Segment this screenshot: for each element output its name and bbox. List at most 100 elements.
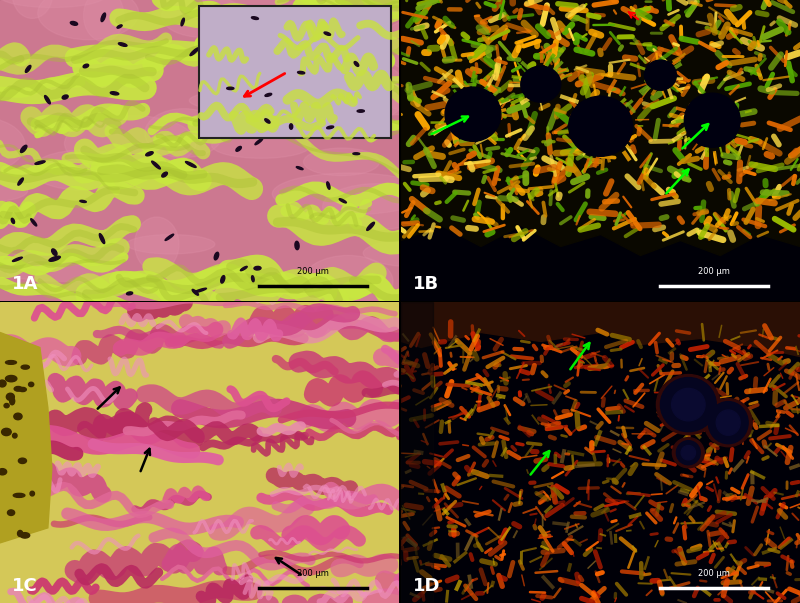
Ellipse shape [162, 172, 167, 177]
Ellipse shape [357, 110, 364, 112]
Ellipse shape [0, 344, 20, 368]
Ellipse shape [363, 239, 483, 267]
Ellipse shape [379, 15, 494, 75]
Ellipse shape [4, 403, 9, 408]
Ellipse shape [298, 71, 305, 74]
Ellipse shape [7, 510, 14, 516]
Ellipse shape [83, 0, 124, 42]
Ellipse shape [190, 90, 310, 112]
Ellipse shape [101, 13, 106, 22]
Text: 1C: 1C [12, 577, 38, 595]
Ellipse shape [26, 65, 31, 72]
Ellipse shape [6, 376, 17, 382]
Ellipse shape [21, 145, 27, 153]
Ellipse shape [12, 0, 53, 19]
Ellipse shape [145, 109, 223, 157]
Ellipse shape [181, 18, 184, 26]
Ellipse shape [14, 493, 25, 497]
Ellipse shape [70, 22, 78, 25]
Ellipse shape [62, 95, 68, 99]
Ellipse shape [83, 64, 89, 68]
Ellipse shape [657, 374, 720, 435]
Ellipse shape [324, 32, 330, 36]
Ellipse shape [118, 43, 127, 46]
Ellipse shape [353, 153, 360, 154]
Ellipse shape [350, 65, 406, 118]
Ellipse shape [251, 276, 254, 282]
Ellipse shape [30, 219, 37, 226]
Ellipse shape [14, 413, 22, 420]
Ellipse shape [0, 180, 28, 202]
Ellipse shape [241, 267, 247, 271]
Ellipse shape [38, 0, 138, 40]
Ellipse shape [681, 446, 695, 460]
Ellipse shape [672, 438, 704, 468]
Polygon shape [401, 0, 800, 256]
Ellipse shape [254, 267, 261, 270]
Ellipse shape [152, 161, 160, 169]
Ellipse shape [49, 256, 60, 261]
Ellipse shape [358, 0, 466, 16]
Ellipse shape [521, 66, 561, 102]
Ellipse shape [339, 199, 346, 203]
Ellipse shape [0, 380, 6, 387]
Ellipse shape [326, 182, 330, 189]
Ellipse shape [127, 235, 215, 254]
Ellipse shape [18, 458, 26, 464]
Ellipse shape [303, 256, 393, 307]
Ellipse shape [20, 532, 30, 538]
Ellipse shape [661, 377, 716, 432]
Text: 200 μm: 200 μm [698, 569, 730, 578]
Ellipse shape [67, 318, 206, 340]
Ellipse shape [32, 150, 132, 190]
Ellipse shape [354, 62, 358, 66]
Text: 1D: 1D [413, 577, 441, 595]
Ellipse shape [146, 152, 153, 156]
Ellipse shape [221, 276, 225, 283]
Ellipse shape [192, 289, 198, 295]
Ellipse shape [211, 132, 311, 159]
Ellipse shape [11, 218, 14, 224]
Ellipse shape [290, 124, 293, 129]
Ellipse shape [6, 264, 120, 282]
Ellipse shape [165, 234, 174, 241]
Ellipse shape [80, 200, 86, 203]
Ellipse shape [0, 117, 25, 173]
Ellipse shape [18, 178, 23, 185]
Ellipse shape [45, 95, 50, 104]
Ellipse shape [193, 0, 326, 20]
Ellipse shape [255, 139, 262, 145]
Ellipse shape [6, 361, 17, 364]
Ellipse shape [326, 126, 334, 129]
Ellipse shape [13, 257, 22, 262]
Ellipse shape [194, 288, 206, 292]
Text: 1A: 1A [12, 274, 38, 292]
Ellipse shape [569, 96, 633, 156]
Polygon shape [0, 332, 52, 543]
Ellipse shape [265, 119, 270, 123]
Ellipse shape [117, 25, 122, 28]
Ellipse shape [0, 469, 6, 475]
Text: 1B: 1B [413, 274, 439, 292]
Ellipse shape [190, 48, 198, 55]
Ellipse shape [265, 93, 272, 96]
Ellipse shape [329, 83, 438, 115]
Ellipse shape [126, 292, 133, 295]
Ellipse shape [226, 87, 234, 90]
Bar [401, 302, 433, 603]
Ellipse shape [10, 397, 14, 405]
Ellipse shape [52, 249, 57, 256]
Ellipse shape [13, 434, 17, 438]
Ellipse shape [295, 241, 299, 250]
Ellipse shape [18, 531, 22, 537]
Ellipse shape [214, 252, 218, 260]
Ellipse shape [6, 393, 14, 400]
Ellipse shape [708, 402, 748, 444]
Ellipse shape [35, 161, 45, 165]
Ellipse shape [134, 217, 179, 271]
Ellipse shape [19, 387, 26, 391]
Ellipse shape [303, 148, 380, 175]
Text: 200 μm: 200 μm [297, 569, 329, 578]
Ellipse shape [671, 388, 705, 421]
Ellipse shape [645, 60, 676, 90]
